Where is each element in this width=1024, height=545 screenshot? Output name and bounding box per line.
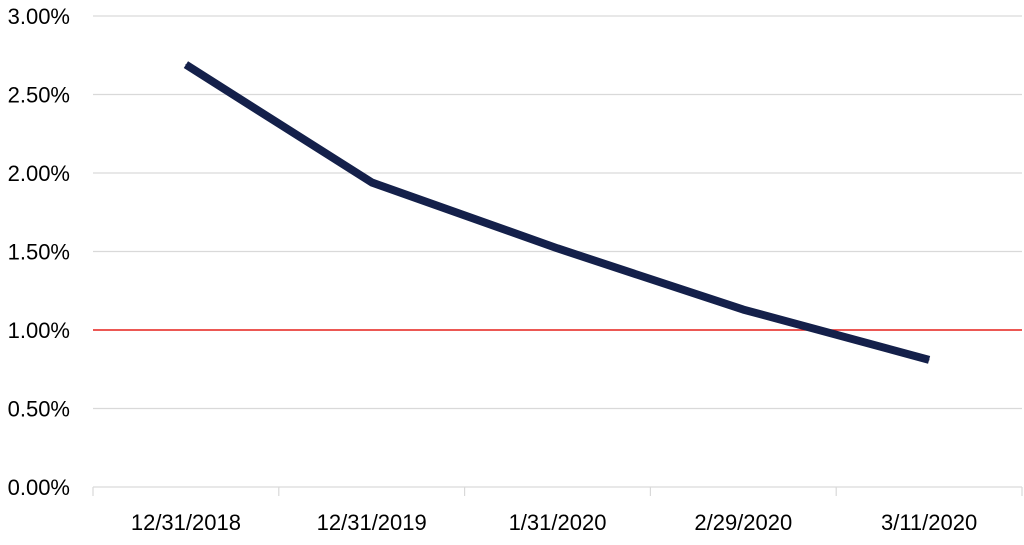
series-line (183, 61, 931, 364)
y-tick-label: 3.00% (8, 4, 70, 29)
y-tick-label: 1.00% (8, 318, 70, 343)
y-tick-label: 1.50% (8, 240, 70, 265)
x-tick-label: 1/31/2020 (509, 510, 607, 535)
x-axis-tick-labels: 12/31/2018 12/31/2019 1/31/2020 2/29/2020 3/… (131, 510, 977, 535)
x-tick-label: 12/31/2019 (317, 510, 427, 535)
x-axis (92, 486, 1023, 496)
y-axis-tick-labels: 0.00% 0.50% 1.00% 1.50% 2.00% 2.50% 3.00% (8, 4, 70, 500)
series-group (183, 61, 931, 364)
data-point (742, 309, 744, 311)
data-point (928, 359, 930, 361)
y-tick-label: 2.00% (8, 161, 70, 186)
x-tick-label: 2/29/2020 (694, 510, 792, 535)
y-tick-label: 2.50% (8, 83, 70, 108)
y-tick-label: 0.00% (8, 475, 70, 500)
y-tick-label: 0.50% (8, 397, 70, 422)
data-point (557, 247, 558, 249)
data-point (371, 181, 373, 183)
x-tick-label: 12/31/2018 (131, 510, 241, 535)
data-point (185, 64, 187, 66)
x-tick-label: 3/11/2020 (881, 510, 977, 535)
